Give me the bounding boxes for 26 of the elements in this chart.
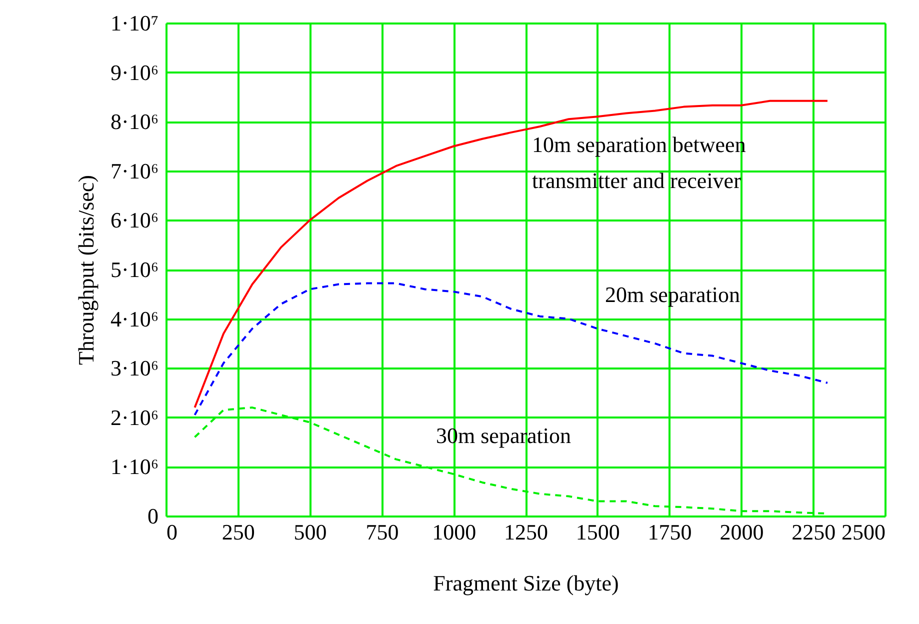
y-tick-label: 3·10⁶ <box>110 356 158 381</box>
y-tick-label: 8·10⁶ <box>110 109 158 134</box>
y-axis-title: Throughput (bits/sec) <box>74 174 99 366</box>
y-tick-label: 7·10⁶ <box>110 158 158 184</box>
line-series <box>194 100 828 409</box>
x-tick-label: 2250 <box>792 520 836 544</box>
y-tick-label: 0 <box>148 504 158 528</box>
x-tick-label: 2000 <box>720 520 764 544</box>
y-tick-label: 4·10⁶ <box>110 306 158 332</box>
y-tick-label: 9·10⁶ <box>110 60 158 85</box>
x-tick-label: 0 <box>166 520 178 544</box>
x-tick-label: 500 <box>294 520 327 544</box>
x-tick-label: 750 <box>366 520 399 544</box>
x-tick-label: 250 <box>222 520 255 544</box>
x-tick-label: 1000 <box>432 520 476 544</box>
x-tick-label: 2500 <box>842 520 886 544</box>
y-tick-label: 1·10⁶ <box>110 454 158 480</box>
x-axis-title: Fragment Size (byte) <box>433 570 619 596</box>
x-tick-label: 1500 <box>576 520 620 544</box>
y-tick-label: 1·10⁷ <box>110 10 158 36</box>
x-tick-label: 1250 <box>504 520 548 544</box>
y-tick-label: 2·10⁶ <box>110 404 158 430</box>
y-tick-label: 5·10⁶ <box>110 257 158 282</box>
line-series <box>194 282 828 416</box>
x-tick-label: 1750 <box>648 520 692 544</box>
y-tick-label: 6·10⁶ <box>110 208 158 233</box>
